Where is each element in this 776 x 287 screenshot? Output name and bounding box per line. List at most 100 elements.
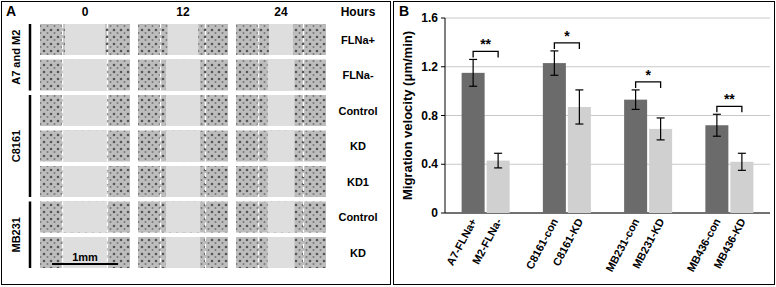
tick-label: 0.4: [421, 157, 438, 171]
wound-edge: [62, 95, 63, 126]
micrograph: [40, 237, 130, 268]
micrograph: [138, 95, 228, 126]
wound-gap: [268, 237, 295, 268]
group-bar: [29, 95, 32, 197]
wound-edge: [107, 202, 108, 233]
panel-label: A: [6, 3, 16, 19]
micrograph: [40, 60, 130, 91]
tick-label: 1.2: [421, 60, 438, 74]
error-cap: [713, 136, 721, 137]
column-header: 12: [176, 5, 190, 19]
panel-frame: [394, 2, 775, 285]
wound-edge: [258, 24, 259, 55]
micrograph: [40, 95, 130, 126]
wound-gap: [268, 131, 295, 162]
wound-edge: [303, 60, 304, 91]
wound-gap: [63, 131, 108, 162]
wound-gap: [268, 60, 295, 91]
wound-gap: [63, 166, 108, 197]
significance-label: **: [480, 36, 491, 52]
group-label: MB231: [10, 217, 22, 252]
micrograph: [138, 202, 228, 233]
error-cap: [713, 114, 721, 115]
wound-edge: [107, 60, 108, 91]
significance-label: **: [724, 91, 735, 107]
micrograph: [236, 166, 326, 197]
error-cap: [494, 167, 502, 168]
tick-mark: [441, 164, 445, 165]
row-label: KD: [350, 247, 366, 259]
micrograph: [40, 202, 130, 233]
group-label: C8161: [10, 130, 22, 162]
micrograph: [236, 237, 326, 268]
wound-gap: [63, 95, 108, 126]
column-header: 24: [274, 5, 288, 19]
micrograph: [40, 166, 130, 197]
error-cap: [657, 117, 665, 118]
tick-mark: [441, 213, 445, 214]
wound-edge: [205, 202, 206, 233]
row-label: KD1: [347, 176, 369, 188]
error-cap: [632, 109, 640, 110]
tick-label: 1.6: [421, 11, 438, 25]
column-header: 0: [82, 5, 89, 19]
wound-edge: [107, 95, 108, 126]
wound-gap: [65, 24, 106, 55]
row-label: Control: [338, 105, 377, 117]
tick-mark: [441, 18, 445, 19]
error-bar: [716, 114, 717, 136]
wound-edge: [107, 166, 108, 197]
wound-gap: [166, 95, 200, 126]
wound-edge: [160, 131, 161, 162]
error-bar: [473, 59, 474, 86]
significance-label: *: [645, 67, 651, 83]
error-cap: [494, 153, 502, 154]
wound-edge: [160, 237, 161, 268]
bar: [487, 161, 510, 213]
error-cap: [632, 89, 640, 90]
wound-edge: [258, 95, 259, 126]
wound-edge: [62, 131, 63, 162]
wound-gap: [63, 202, 108, 233]
wound-edge: [160, 202, 161, 233]
error-bar: [635, 90, 636, 110]
wound-edge: [160, 24, 161, 55]
wound-gap: [269, 24, 293, 55]
error-cap: [657, 139, 665, 140]
wound-gap: [268, 166, 295, 197]
wound-edge: [303, 24, 304, 55]
group-bar: [29, 24, 32, 91]
wound-gap: [63, 60, 108, 91]
wound-edge: [62, 24, 63, 55]
error-bar: [498, 153, 499, 168]
wound-edge: [205, 237, 206, 268]
bar: [649, 129, 672, 213]
panel-label: B: [399, 3, 409, 19]
category-label: MB436-KD: [711, 216, 747, 270]
wound-edge: [62, 202, 63, 233]
tick-mark: [441, 66, 445, 67]
figure: A01224HoursFLNa+FLNa-A7 and M2ControlKDK…: [0, 0, 776, 287]
bars: [462, 51, 754, 213]
significance-label: *: [564, 28, 570, 44]
wound-edge: [258, 166, 259, 197]
wound-edge: [205, 95, 206, 126]
wound-edge: [303, 202, 304, 233]
wound-gap: [166, 60, 200, 91]
category-label: C8161-KD: [550, 216, 585, 268]
wound-edge: [303, 95, 304, 126]
tick-label: 0: [431, 206, 438, 220]
micrograph: [138, 237, 228, 268]
bar: [705, 125, 728, 213]
wound-edge: [62, 60, 63, 91]
wound-gap: [166, 202, 200, 233]
micrograph: [138, 24, 228, 55]
group-bar: [29, 202, 32, 269]
wound-gap: [166, 131, 200, 162]
error-bar: [579, 90, 580, 124]
wound-edge: [258, 237, 259, 268]
error-cap: [550, 75, 558, 76]
wound-edge: [107, 131, 108, 162]
wound-edge: [258, 60, 259, 91]
error-bar: [741, 153, 742, 170]
